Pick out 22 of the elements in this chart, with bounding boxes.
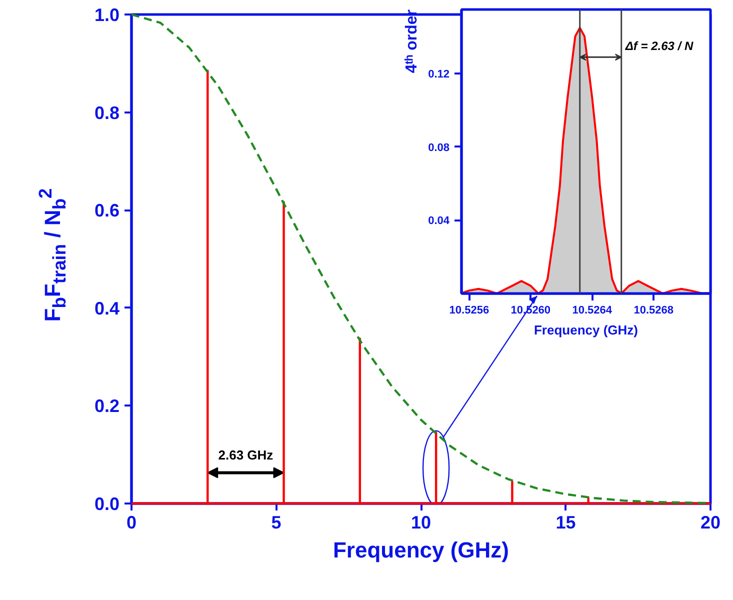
annotation: Δf = 2.63 / N xyxy=(624,39,694,54)
y-tick-label: 0.8 xyxy=(94,102,120,123)
x-tick-label: 20 xyxy=(700,512,721,532)
x-tick-label: 0 xyxy=(126,512,137,532)
y-tick-label: 0.0 xyxy=(94,494,120,514)
x-tick-label: 10.5264 xyxy=(572,304,613,316)
y-tick-label: 0.4 xyxy=(94,298,120,318)
y-tick-label: 0.6 xyxy=(94,200,120,221)
x-tick-label: 10 xyxy=(410,512,432,532)
y-tick-label: 0.04 xyxy=(428,215,450,228)
x-axis-title: Frequency (GHz) xyxy=(534,322,638,338)
x-tick-label: 5 xyxy=(271,512,282,532)
x-tick-label: 15 xyxy=(556,512,576,532)
annotation: 2.63 GHz xyxy=(218,448,274,463)
x-tick-label: 10.5256 xyxy=(449,304,490,316)
y-tick-label: 0.08 xyxy=(428,142,450,154)
y-tick-label: 1.0 xyxy=(94,5,120,25)
x-tick-label: 10.5268 xyxy=(634,304,674,316)
y-tick-label: 0.12 xyxy=(428,68,450,81)
y-tick-label: 0.2 xyxy=(94,396,120,416)
y-axis-title: 4ᵗʰ order xyxy=(404,10,420,74)
x-axis-title: Frequency (GHz) xyxy=(332,538,510,562)
